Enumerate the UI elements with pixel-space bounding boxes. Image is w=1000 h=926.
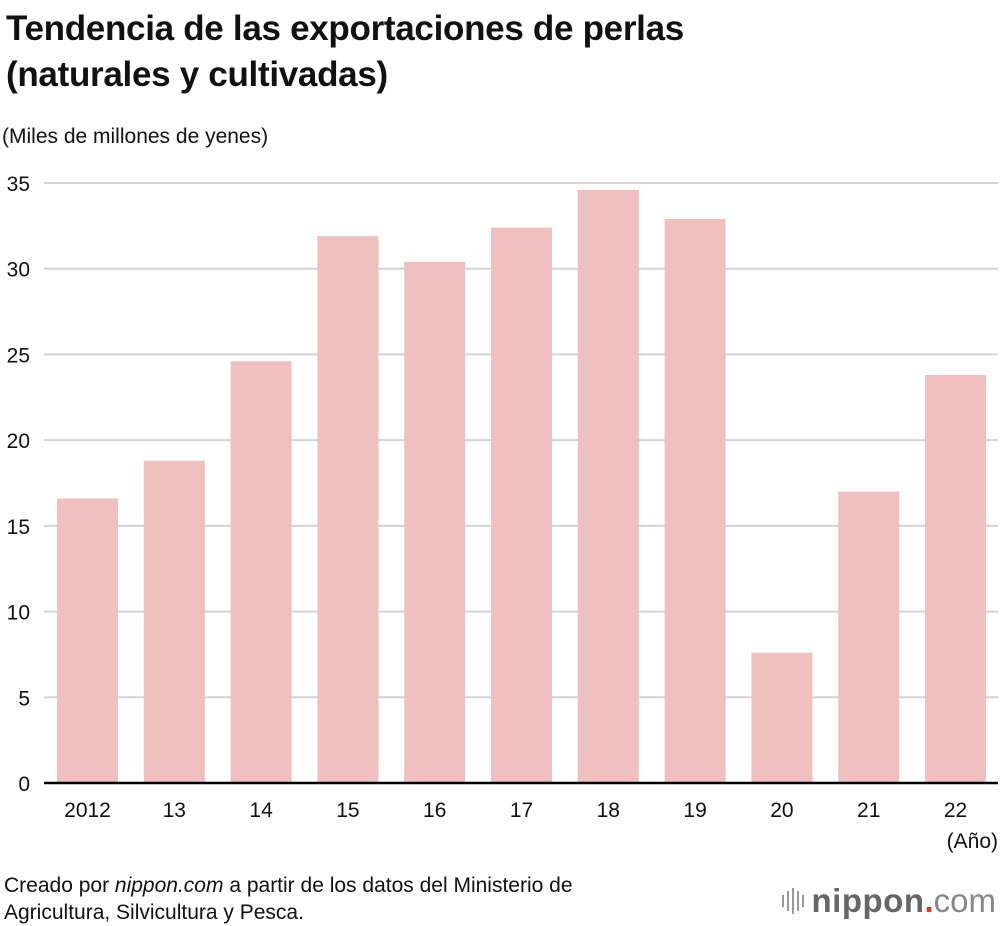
x-tick-label: 14 — [249, 799, 273, 822]
x-tick-label: 17 — [510, 799, 533, 822]
y-axis-ticks: 0 5 10 15 20 25 30 35 — [7, 173, 30, 796]
x-tick-label: 22 — [944, 799, 967, 822]
chart-title-line1: Tendencia de las exportaciones de perlas — [6, 9, 684, 48]
y-tick-label: 0 — [18, 773, 30, 796]
source-prefix: Creado por — [4, 874, 115, 897]
x-axis-unit-label: (Año) — [946, 830, 998, 853]
logo-dot: . — [924, 882, 934, 919]
x-axis-ticks: 2012 13 14 15 16 17 18 19 20 21 22 — [64, 799, 967, 822]
bar-13 — [143, 460, 205, 783]
y-tick-label: 15 — [7, 516, 30, 539]
logo-tld: com — [933, 882, 996, 919]
bar-15 — [317, 236, 379, 784]
bar-2012 — [57, 498, 118, 783]
bar-22 — [925, 375, 986, 783]
x-tick-label: 16 — [423, 799, 446, 822]
bar-20 — [751, 652, 813, 783]
bar-17 — [491, 227, 552, 784]
y-tick-label: 35 — [7, 173, 30, 196]
source-line1-rest: a partir de los datos del Ministerio de — [223, 874, 573, 897]
x-tick-label: 19 — [683, 799, 706, 822]
nippon-logo: nippon. com — [781, 882, 996, 920]
y-tick-label: 5 — [18, 687, 30, 710]
bar-14 — [230, 361, 292, 783]
sound-bars-icon — [781, 888, 804, 914]
chart-title-line2: (naturales y cultivadas) — [6, 55, 388, 94]
y-axis-unit-label: (Miles de millones de yenes) — [2, 125, 269, 148]
y-tick-label: 25 — [7, 344, 30, 367]
source-site: nippon.com — [114, 874, 224, 897]
bar-16 — [404, 261, 466, 783]
bar-19 — [664, 219, 726, 783]
y-tick-label: 20 — [7, 430, 30, 453]
bar-21 — [838, 491, 900, 783]
source-line2: Agricultura, Silvicultura y Pesca. — [4, 901, 304, 924]
logo-brand: nippon — [811, 882, 925, 919]
x-tick-label: 21 — [857, 799, 880, 822]
x-tick-label: 18 — [597, 799, 620, 822]
y-tick-label: 10 — [7, 602, 30, 625]
bars — [57, 189, 986, 784]
x-tick-label: 13 — [163, 799, 186, 822]
bar-18 — [577, 189, 639, 783]
source-note: Creado por nippon.com a partir de los da… — [4, 872, 573, 926]
x-tick-label: 2012 — [64, 799, 111, 822]
chart-title: Tendencia de las exportaciones de perlas… — [6, 6, 996, 98]
y-tick-label: 30 — [7, 259, 30, 282]
x-tick-label: 15 — [336, 799, 359, 822]
x-tick-label: 20 — [770, 799, 793, 822]
bar-chart: 0 5 10 15 20 25 30 35 2012 13 14 15 16 17 18 19 20 21 22 — [7, 173, 998, 822]
